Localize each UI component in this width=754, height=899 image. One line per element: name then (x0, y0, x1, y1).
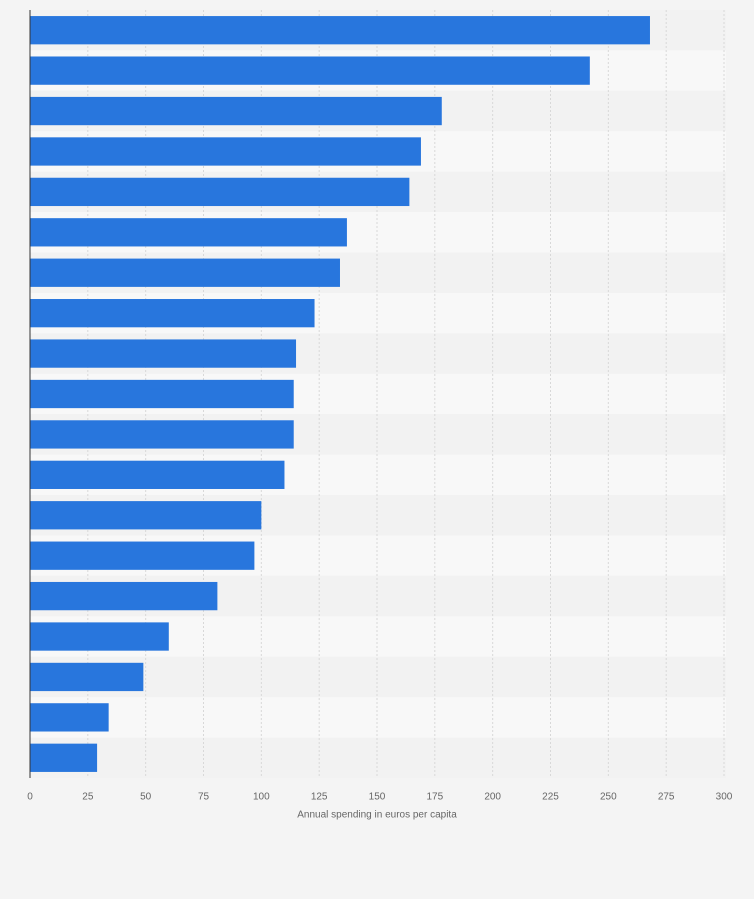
x-tick-label: 125 (311, 792, 328, 803)
bar (30, 96, 442, 126)
bar (30, 218, 347, 247)
bar (30, 177, 410, 207)
bar (30, 662, 144, 692)
x-tick-label: 175 (426, 792, 443, 803)
bar (30, 541, 255, 570)
bar (30, 299, 315, 328)
row-stripe (30, 697, 726, 738)
x-tick-label: 150 (369, 792, 386, 803)
bar (30, 56, 590, 85)
x-tick-label: 275 (658, 792, 675, 803)
x-tick-label: 75 (198, 792, 210, 803)
x-tick-label: 0 (27, 792, 33, 803)
x-tick-label: 50 (140, 792, 152, 803)
bar (30, 379, 294, 409)
x-tick-label: 200 (484, 792, 501, 803)
bar (30, 339, 297, 368)
x-tick-label: 25 (82, 792, 94, 803)
x-tick-label: 100 (253, 792, 270, 803)
x-tick-label: 300 (716, 792, 733, 803)
bar (30, 137, 421, 166)
x-tick-label: 225 (542, 792, 559, 803)
bar (30, 703, 109, 732)
bar (30, 16, 650, 45)
bar (30, 258, 340, 287)
bar (30, 501, 262, 530)
bar (30, 460, 285, 489)
row-stripe (30, 737, 726, 778)
bar (30, 420, 294, 449)
x-tick-label: 250 (600, 792, 617, 803)
bar (30, 743, 98, 772)
x-axis-label: Annual spending in euros per capita (297, 810, 457, 821)
bar (30, 581, 218, 611)
bar (30, 622, 169, 651)
